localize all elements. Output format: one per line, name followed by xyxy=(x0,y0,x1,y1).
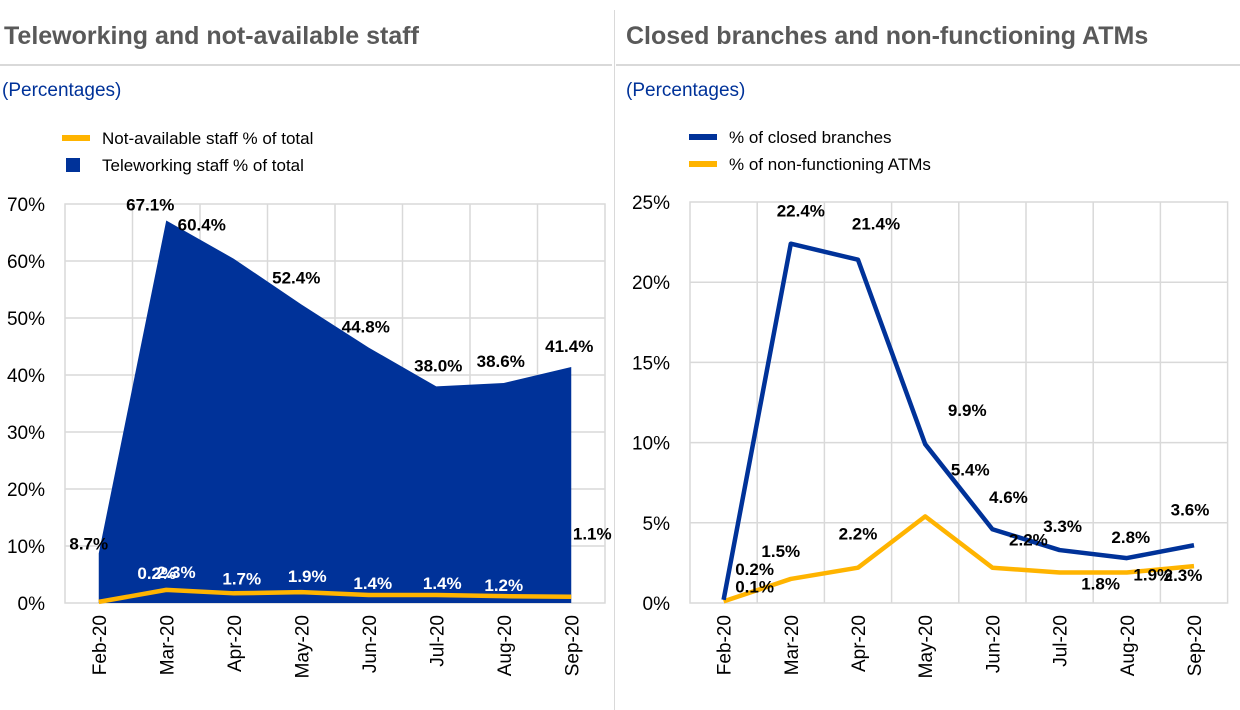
panel-separator xyxy=(614,10,615,710)
undefined-legend-swatch-1 xyxy=(66,158,80,172)
undefined-xtick-label: Apr-20 xyxy=(225,615,246,672)
undefined-data-label: 44.8% xyxy=(342,318,390,337)
left-chart-title: Teleworking and not-available staff xyxy=(4,22,419,50)
undefined-xtick-label: Mar-20 xyxy=(157,615,178,675)
undefined-data-label: 67.1% xyxy=(126,196,174,215)
undefined-xtick-label: Feb-20 xyxy=(715,615,736,675)
undefined-data-label: 1.9% xyxy=(288,567,327,586)
undefined-data-label: 60.4% xyxy=(178,216,226,235)
undefined-legend-label-1: Teleworking staff % of total xyxy=(102,156,304,175)
undefined-ytick-label: 60% xyxy=(7,252,45,273)
undefined-data-label: 0.1% xyxy=(735,577,774,596)
undefined-legend-swatch-0 xyxy=(62,135,90,141)
right-title-divider xyxy=(616,64,1240,66)
undefined-data-label: 22.4% xyxy=(777,202,825,221)
undefined-data-label: 5.4% xyxy=(951,460,990,479)
undefined-data-label: 3.6% xyxy=(1171,500,1210,519)
undefined-data-label: 1.1% xyxy=(573,525,612,544)
undefined-data-label: 2.8% xyxy=(1111,528,1150,547)
undefined-data-label: 0.2% xyxy=(735,560,774,579)
undefined-data-label: 2.3% xyxy=(1164,566,1203,585)
undefined-legend-label-0: % of closed branches xyxy=(729,128,892,147)
left-title-divider xyxy=(0,64,612,66)
undefined-ytick-label: 0% xyxy=(643,594,671,615)
undefined-ytick-label: 40% xyxy=(7,366,45,387)
undefined-xtick-label: May-20 xyxy=(916,615,937,678)
right-chart-subtitle: (Percentages) xyxy=(626,80,746,101)
undefined-data-label: 1.7% xyxy=(222,569,261,588)
undefined-ytick-label: 10% xyxy=(632,434,670,455)
undefined-ytick-label: 20% xyxy=(632,273,670,294)
right-chart-title: Closed branches and non-functioning ATMs xyxy=(626,22,1149,50)
undefined-data-label: 1.5% xyxy=(761,542,800,561)
undefined-legend-label-1: % of non-functioning ATMs xyxy=(729,155,931,174)
teleworking-chart: Not-available staff % of total Teleworkin… xyxy=(7,129,612,678)
undefined-ytick-label: 15% xyxy=(632,353,670,374)
undefined-xtick-label: Mar-20 xyxy=(782,615,803,675)
undefined-legend-label-0: Not-available staff % of total xyxy=(102,129,313,148)
undefined-data-label: 38.0% xyxy=(414,356,462,375)
undefined-data-label: 1.4% xyxy=(353,574,392,593)
undefined-line-not-available-staff-of-total xyxy=(98,587,572,605)
undefined-data-label: 2.2% xyxy=(1009,531,1048,550)
undefined-data-label: 9.9% xyxy=(948,401,987,420)
undefined-line--of-non-functioning-atms xyxy=(722,514,1195,604)
undefined-xtick-label: Apr-20 xyxy=(849,615,870,672)
undefined-data-label: 2.2% xyxy=(839,525,878,544)
undefined-data-label: 52.4% xyxy=(272,268,320,287)
undefined-data-label: 1.4% xyxy=(423,574,462,593)
undefined-ytick-label: 70% xyxy=(7,195,45,216)
undefined-xtick-label: Jul-20 xyxy=(1051,615,1072,667)
undefined-xtick-label: Sep-20 xyxy=(562,615,583,676)
undefined-xtick-label: Feb-20 xyxy=(90,615,111,675)
undefined-ytick-label: 20% xyxy=(7,480,45,501)
undefined-xtick-label: Sep-20 xyxy=(1185,615,1206,676)
undefined-ytick-label: 10% xyxy=(7,537,45,558)
undefined-xtick-label: Jul-20 xyxy=(427,615,448,667)
undefined-ytick-label: 30% xyxy=(7,423,45,444)
undefined-ytick-label: 5% xyxy=(643,514,671,535)
undefined-xtick-label: May-20 xyxy=(292,615,313,678)
undefined-data-label: 41.4% xyxy=(545,337,593,356)
undefined-data-label: 2.3% xyxy=(157,563,196,582)
undefined-data-label: 1.2% xyxy=(484,576,523,595)
undefined-area-teleworking-staff-of-total xyxy=(98,220,572,603)
undefined-data-label: 21.4% xyxy=(852,215,900,234)
undefined-data-label: 4.6% xyxy=(989,488,1028,507)
undefined-line--of-closed-branches xyxy=(721,241,1195,601)
undefined-ytick-label: 50% xyxy=(7,309,45,330)
undefined-data-label: 0.2% xyxy=(137,564,176,583)
undefined-legend-swatch-0 xyxy=(689,134,717,140)
undefined-xtick-label: Aug-20 xyxy=(495,615,516,676)
undefined-data-label: 38.6% xyxy=(477,352,525,371)
undefined-ytick-label: 25% xyxy=(632,193,670,214)
undefined-xtick-label: Jun-20 xyxy=(360,615,381,673)
undefined-xtick-label: Aug-20 xyxy=(1118,615,1139,676)
undefined-xtick-label: Jun-20 xyxy=(983,615,1004,673)
left-chart-subtitle: (Percentages) xyxy=(2,80,122,101)
undefined-legend-swatch-1 xyxy=(689,161,717,167)
undefined-ytick-label: 0% xyxy=(18,594,46,615)
undefined-data-label: 1.8% xyxy=(1081,575,1120,594)
undefined-data-label: 3.3% xyxy=(1043,517,1082,536)
undefined-data-label: 1.9% xyxy=(1133,566,1172,585)
undefined-data-label: 8.7% xyxy=(69,534,108,553)
